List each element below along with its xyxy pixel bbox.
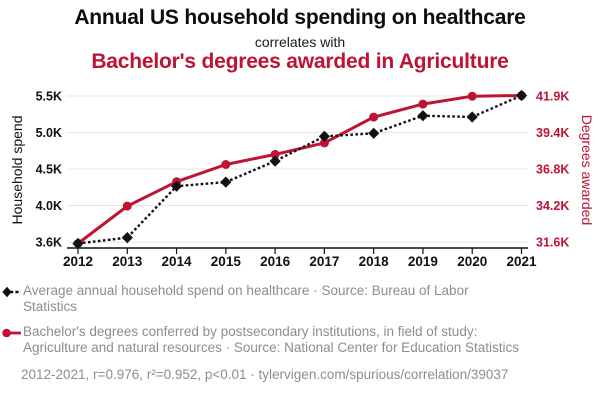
data-point-agriculture xyxy=(122,201,132,211)
right-tick-label: 36.8K xyxy=(536,163,569,177)
data-point-healthcare xyxy=(220,176,232,188)
legend-label-healthcare: Average annual household spend on health… xyxy=(23,283,469,314)
data-point-healthcare xyxy=(318,130,330,142)
right-tick-label: 34.2K xyxy=(536,199,569,213)
data-point-healthcare xyxy=(171,180,183,192)
x-tick-label: 2021 xyxy=(506,254,537,269)
x-tick-label: 2015 xyxy=(211,254,242,269)
left-tick-label: 5.0K xyxy=(36,126,62,140)
right-axis-title: Degrees awarded xyxy=(579,114,595,226)
red-circle-solid-marker-icon xyxy=(2,328,21,338)
data-point-agriculture xyxy=(467,91,477,101)
x-tick-label: 2012 xyxy=(63,254,93,269)
right-tick-label: 41.9K xyxy=(536,90,569,104)
data-point-healthcare xyxy=(269,155,281,167)
x-tick-label: 2018 xyxy=(359,254,390,269)
data-point-healthcare xyxy=(72,237,84,250)
series-line-healthcare xyxy=(77,94,522,245)
chart-title-variable1: Annual US household spending on healthca… xyxy=(74,6,526,29)
left-tick-label: 5.5K xyxy=(36,90,62,104)
left-tick-label: 4.5K xyxy=(36,163,62,177)
data-point-agriculture xyxy=(221,160,231,169)
chart-title-variable2: Bachelor's degrees awarded in Agricultur… xyxy=(91,50,509,73)
legend-item-healthcare: Average annual household spend on health… xyxy=(2,283,582,315)
x-tick-label: 2013 xyxy=(112,254,143,269)
legend-label-agriculture: Bachelor's degrees conferred by postseco… xyxy=(23,324,519,355)
x-tick-label: 2016 xyxy=(260,254,291,269)
data-point-agriculture xyxy=(319,138,329,148)
left-axis-title: Household spend xyxy=(9,115,25,225)
legend: Average annual household spend on health… xyxy=(2,283,582,382)
data-point-healthcare xyxy=(466,111,478,123)
chart-plot-area: 5.5K 41.9K 5.0K 39.4K 4.5K 36.8K 4.0K 34.2K 3.6K… xyxy=(36,89,570,270)
data-point-healthcare xyxy=(121,232,133,244)
x-tick-label: 2019 xyxy=(408,254,438,269)
x-tick-label: 2020 xyxy=(457,254,487,269)
legend-item-agriculture: Bachelor's degrees conferred by postseco… xyxy=(2,324,582,356)
right-tick-label: 39.4K xyxy=(536,126,569,140)
x-tick-label: 2017 xyxy=(309,254,339,269)
data-point-agriculture xyxy=(418,99,428,109)
data-point-healthcare xyxy=(417,110,429,122)
data-point-agriculture xyxy=(270,149,280,159)
data-point-healthcare xyxy=(368,127,380,139)
x-tick-label: 2014 xyxy=(162,254,193,269)
chart-title-connector: correlates with xyxy=(254,34,346,50)
data-point-healthcare xyxy=(515,89,528,102)
black-diamond-dashed-marker-icon xyxy=(2,286,21,298)
footer-stats: 2012-2021, r=0.976, r²=0.952, p<0.01 · t… xyxy=(21,367,509,382)
left-tick-label: 4.0K xyxy=(36,199,62,213)
data-point-agriculture xyxy=(369,112,379,122)
right-tick-label: 31.6K xyxy=(536,236,569,250)
left-tick-label: 3.6K xyxy=(36,236,62,250)
